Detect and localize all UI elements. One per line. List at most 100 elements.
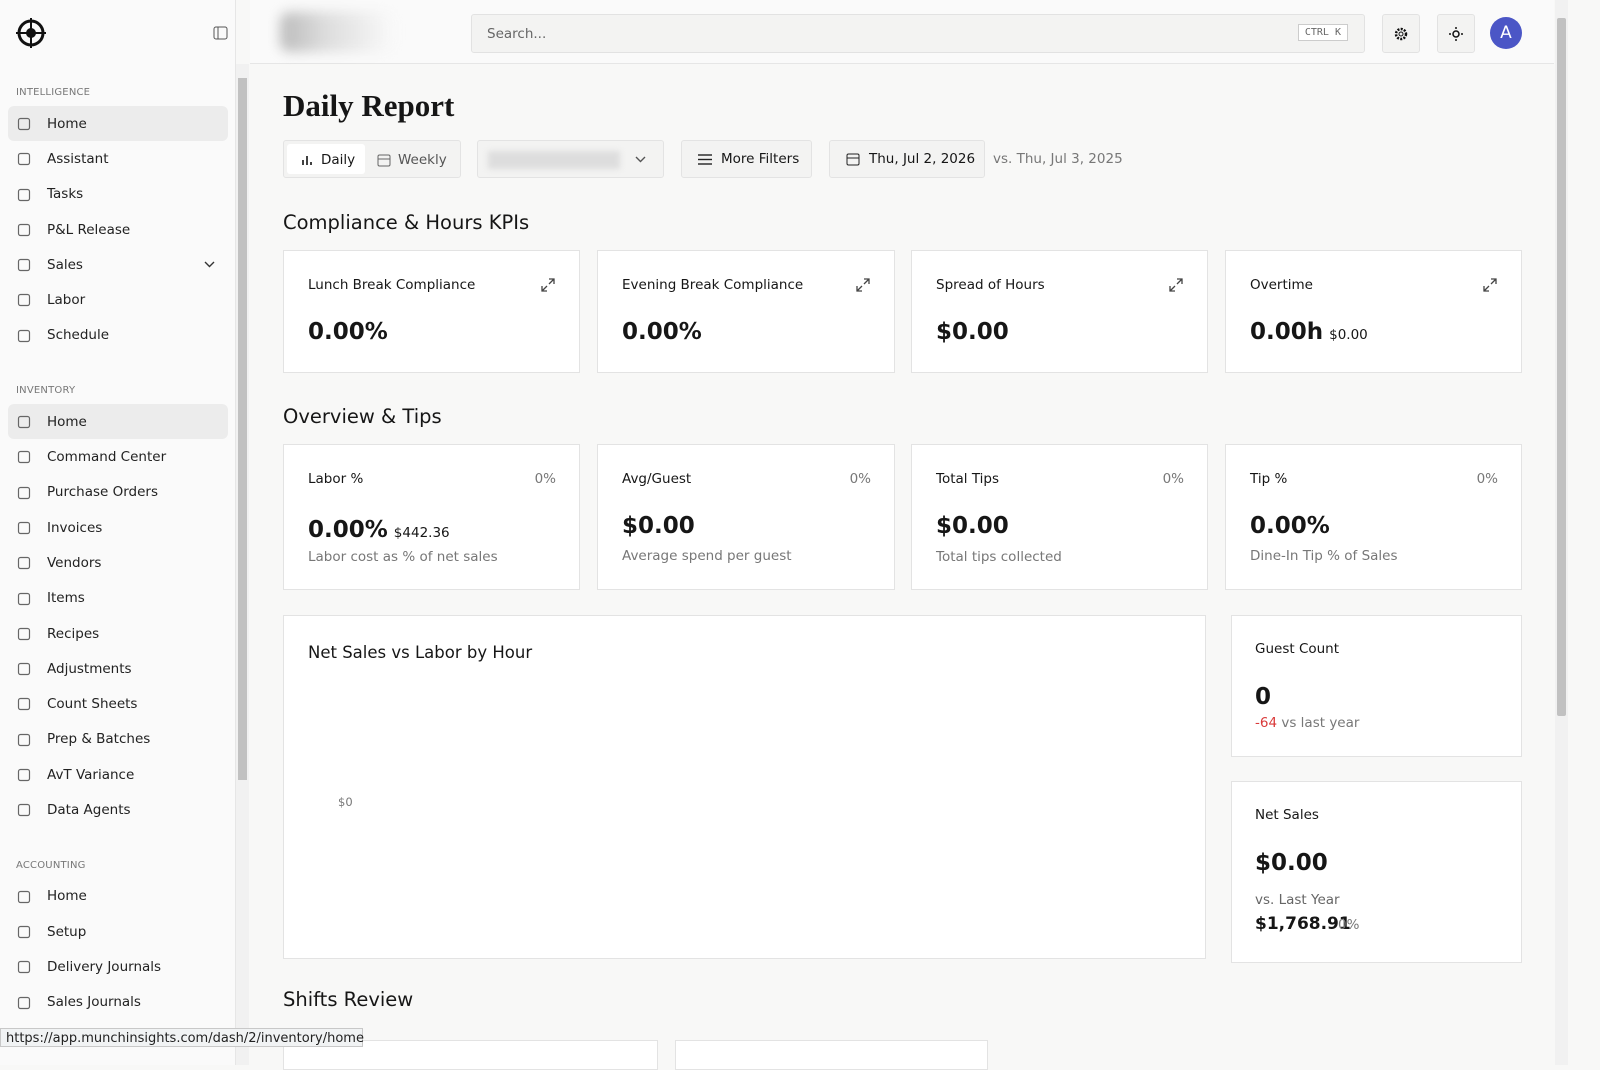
nav-item[interactable]: Vendors <box>8 545 228 580</box>
delta: -64 <box>1255 715 1278 731</box>
nav-label: Adjustments <box>47 660 132 677</box>
search-placeholder: Search... <box>487 26 547 42</box>
nav-label: Schedule <box>47 327 110 344</box>
nav-label: Prep & Batches <box>47 731 151 748</box>
value: 0.00% <box>1250 513 1330 539</box>
nav-label: Invoices <box>47 519 103 536</box>
card-value: 0.00% <box>308 319 388 345</box>
nav-label: Labor <box>47 292 86 309</box>
nav-item[interactable]: Tasks <box>8 177 228 212</box>
nav-item[interactable]: Count Sheets <box>8 686 228 721</box>
kpi-card: Labor % 0% 0.00% $442.36 Labor cost as % of … <box>283 444 580 590</box>
expand-icon[interactable] <box>541 278 555 292</box>
change: 0% <box>534 471 556 487</box>
settings-button[interactable] <box>1382 14 1420 53</box>
more-filters[interactable]: More Filters <box>681 140 812 178</box>
kpi-card: Spread of Hours $0.00 <box>911 250 1208 373</box>
nav: INTELLIGENCE Home Assistant Tasks P&L Releas… <box>0 55 236 1020</box>
card-title: Net Sales <box>1255 807 1319 823</box>
nav-item[interactable]: Home <box>8 404 228 440</box>
scroll-thumb[interactable] <box>1557 18 1566 716</box>
nav-item[interactable]: Sales Journals <box>8 985 228 1020</box>
value: $0.00 <box>936 319 1009 345</box>
section-heading: Overview & Tips <box>283 405 442 428</box>
blurred-logo <box>280 12 395 52</box>
nav-label: AvT Variance <box>47 766 135 783</box>
card-value: 0.00% <box>622 319 702 345</box>
card-value: 0.00% <box>1250 513 1330 539</box>
card-value: $0.00 <box>1255 850 1328 876</box>
nav-label: Setup <box>47 923 87 940</box>
y-tick-label: $0 <box>338 795 353 809</box>
expand-icon[interactable] <box>856 278 870 292</box>
status-url: https://app.munchinsights.com/dash/2/inv… <box>0 1028 364 1047</box>
card-value: $0.00 <box>936 319 1009 345</box>
toggle-daily[interactable]: Daily <box>287 144 365 174</box>
value: $0.00 <box>936 513 1009 539</box>
avatar[interactable]: A <box>1490 17 1522 49</box>
more-filters-label: More Filters <box>721 151 800 167</box>
nav-item[interactable]: Purchase Orders <box>8 475 228 510</box>
nav-item[interactable]: Data Agents <box>8 792 228 827</box>
nav-item[interactable]: Sales <box>8 247 228 282</box>
collapse-sidebar[interactable] <box>213 26 228 40</box>
nav-label: Sales Journals <box>47 994 141 1011</box>
change: 0% <box>1162 471 1184 487</box>
card-desc: Total tips collected <box>936 549 1062 565</box>
section-heading: Compliance & Hours KPIs <box>283 211 530 234</box>
nav-label: Home <box>47 115 87 132</box>
nav-item[interactable]: Home <box>8 879 228 914</box>
nav-item[interactable]: AvT Variance <box>8 757 228 792</box>
nav-label: P&L Release <box>47 221 131 238</box>
card-title: Total Tips <box>936 471 1000 487</box>
kpi-card: Lunch Break Compliance 0.00% <box>283 250 580 373</box>
nav-item[interactable]: Command Center <box>8 439 228 474</box>
kpi-card: Overtime 0.00h $0.00 <box>1225 250 1522 373</box>
nav-item[interactable]: P&L Release <box>8 212 228 247</box>
nav-label: Home <box>47 413 87 430</box>
value-extra: $442.36 <box>393 525 450 541</box>
expand-icon[interactable] <box>1169 278 1183 292</box>
nav-label: Count Sheets <box>47 696 138 713</box>
nav-item[interactable]: Items <box>8 581 228 616</box>
card-title: Guest Count <box>1255 641 1340 657</box>
expand-icon[interactable] <box>1483 278 1497 292</box>
change: 0% <box>1476 471 1498 487</box>
shift-card <box>675 1040 988 1070</box>
logo <box>16 18 46 48</box>
compare-value: $1,768.91 <box>1255 914 1351 934</box>
nav-item[interactable]: Schedule <box>8 318 228 353</box>
nav-label: Recipes <box>47 625 100 642</box>
nav-item[interactable]: Prep & Batches <box>8 722 228 757</box>
card-title: Lunch Break Compliance <box>308 277 476 293</box>
card-title: Tip % <box>1250 471 1288 487</box>
compare-date: vs. Thu, Jul 3, 2025 <box>993 151 1123 167</box>
nav-item[interactable]: Delivery Journals <box>8 949 228 984</box>
toggle-weekly[interactable]: Weekly <box>398 152 447 168</box>
nav-item[interactable]: Labor <box>8 282 228 317</box>
sidebar-scrollbar <box>236 64 249 1065</box>
nav-item[interactable]: Recipes <box>8 616 228 651</box>
search-box[interactable]: Search... CTRL K <box>471 14 1365 53</box>
location-select[interactable] <box>477 140 664 178</box>
nav-item[interactable]: Setup <box>8 914 228 949</box>
nav-item[interactable]: Invoices <box>8 510 228 545</box>
value: 0.00% <box>308 517 388 543</box>
card-value: 0 <box>1255 684 1272 710</box>
nav-item[interactable]: Home <box>8 106 228 142</box>
net-sales-card: Net Sales $0.00 vs. Last Year $1,768.91 … <box>1231 781 1522 963</box>
nav-item[interactable]: Assistant <box>8 141 228 176</box>
scroll-thumb[interactable] <box>238 78 247 780</box>
kpi-card: Tip % 0% 0.00% Dine-In Tip % of Sales <box>1225 444 1522 590</box>
section-heading: Shifts Review <box>283 988 414 1011</box>
nav-item[interactable]: Adjustments <box>8 651 228 686</box>
page-title: Daily Report <box>283 88 455 123</box>
guest-count-card: Guest Count 0 -64 vs last year <box>1231 615 1522 757</box>
value: 0.00% <box>308 319 388 345</box>
theme-button[interactable] <box>1437 14 1475 53</box>
sidebar: INTELLIGENCE Home Assistant Tasks P&L Releas… <box>0 0 236 1065</box>
main-scrollbar <box>1555 0 1568 1065</box>
date-picker[interactable]: Thu, Jul 2, 2026 <box>829 140 985 178</box>
nav-label: Tasks <box>47 186 84 203</box>
